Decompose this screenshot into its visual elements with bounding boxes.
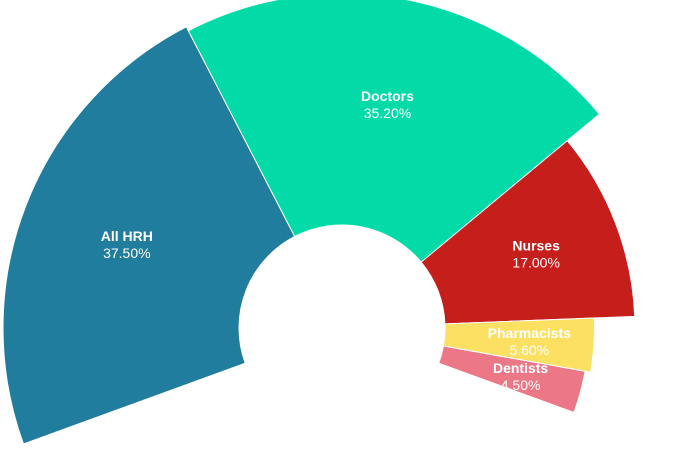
slice-dentists [438,345,586,414]
slice-value-label: 35.20% [364,105,411,121]
slice-value-label: 17.00% [512,254,559,270]
slice-value-label: 5.60% [509,342,549,358]
slice-value-label: 37.50% [103,245,150,261]
slice-label: Nurses [512,237,560,253]
slice-doctors [187,0,601,263]
slice-nurses [420,140,636,325]
slice-all-hrh [2,26,296,445]
slice-label: All HRH [101,228,153,244]
slice-label: Doctors [361,88,414,104]
slice-label: Pharmacists [488,325,571,341]
slice-value-label: 4.50% [501,377,541,393]
chart-slices [2,0,636,445]
slice-label: Dentists [493,360,548,376]
